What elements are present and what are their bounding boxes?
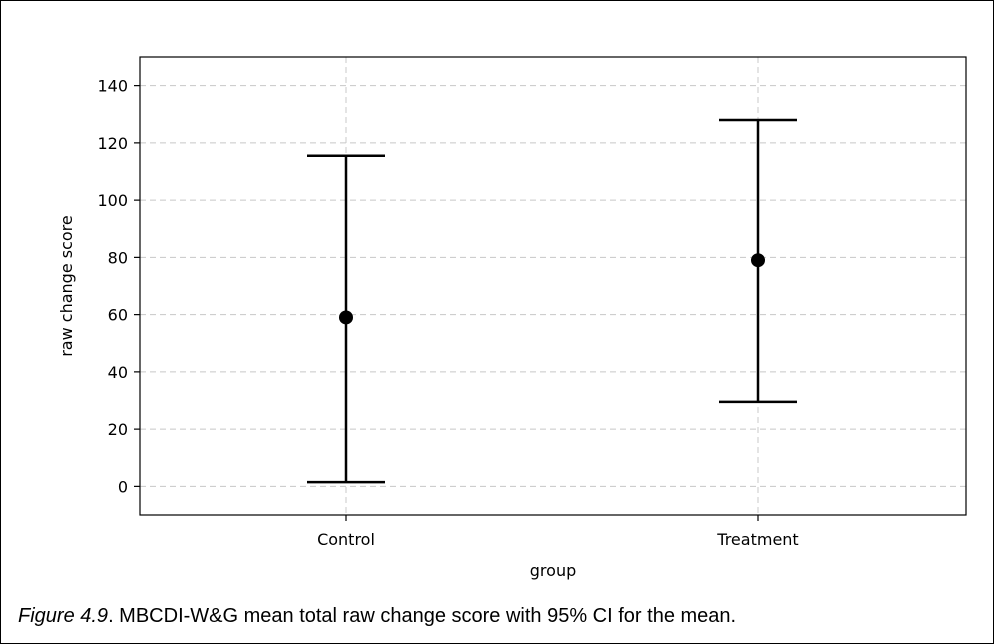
y-axis-label: raw change score xyxy=(57,215,76,357)
figure-label: Figure 4.9 xyxy=(18,605,109,627)
error-bars xyxy=(307,118,797,484)
y-tick-label: 140 xyxy=(97,77,128,96)
y-tick-label: 60 xyxy=(108,306,128,325)
y-tick-label: 0 xyxy=(118,477,128,496)
x-tick-label: Treatment xyxy=(716,530,798,549)
caption-text: . MBCDI-W&G mean total raw change score … xyxy=(108,605,737,627)
y-tick-label: 80 xyxy=(108,248,128,267)
y-tick-label: 20 xyxy=(108,420,128,439)
x-axis-label: group xyxy=(530,561,576,580)
gridlines xyxy=(140,57,966,515)
figure-caption: Figure 4.9. MBCDI-W&G mean total raw cha… xyxy=(18,605,736,628)
y-tick-label: 40 xyxy=(108,363,128,382)
plot-area xyxy=(139,56,967,516)
mean-point xyxy=(339,310,353,325)
y-axis: 0 20 40 60 80 100 120 140 xyxy=(97,77,140,496)
y-tick-label: 120 xyxy=(97,134,128,153)
mean-point xyxy=(751,253,765,268)
y-tick-label: 100 xyxy=(97,191,128,210)
x-tick-label: Control xyxy=(317,530,375,549)
x-axis: Control Treatment xyxy=(317,515,799,549)
